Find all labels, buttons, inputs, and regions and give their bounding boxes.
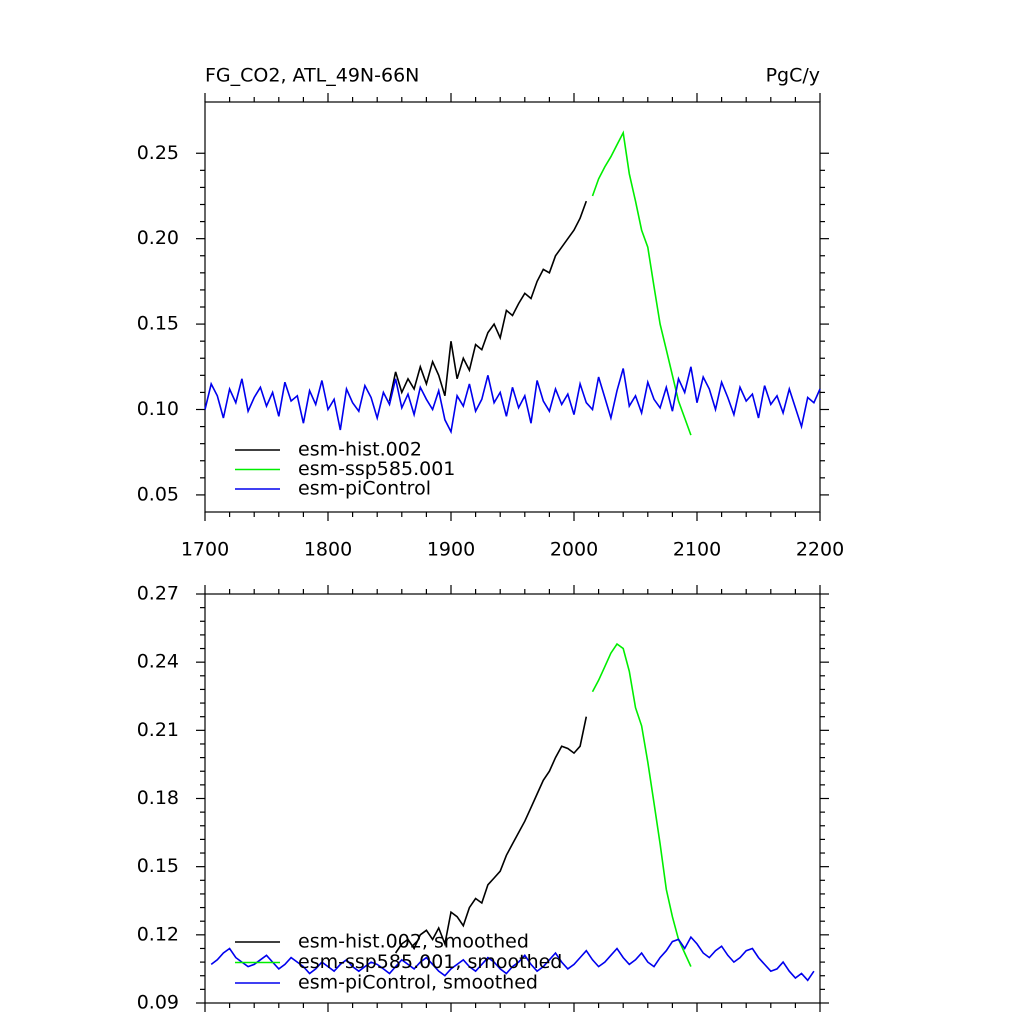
y-tick-label: 0.18 [137,787,179,809]
x-tick-label: 2000 [550,539,598,561]
y-tick-label: 0.10 [137,398,179,420]
legend-label: esm-piControl [298,478,431,500]
x-tick-label: 2100 [673,539,721,561]
data-line [204,366,821,435]
chart-title: FG_CO2, ATL_49N-66N [205,65,419,87]
y-tick-label: 0.25 [137,142,179,164]
legend-label: esm-hist.002 [298,439,422,461]
legend-label: esm-ssp585.001, smoothed [298,951,562,973]
y-tick-label: 0.15 [137,313,179,335]
data-line [210,935,815,982]
data-line [388,200,588,402]
y-tick-label: 0.15 [137,855,179,877]
x-tick-label: 1700 [181,539,229,561]
legend-label: esm-ssp585.001 [298,458,455,480]
y-tick-label: 0.24 [137,651,179,673]
y-tick-label: 0.12 [137,923,179,945]
data-line [394,716,588,954]
y-tick-label: 0.09 [137,992,179,1014]
y-tick-label: 0.20 [137,227,179,249]
x-tick-label: 1900 [427,539,475,561]
units-label: PgC/y [766,65,820,87]
x-tick-label: 1800 [304,539,352,561]
y-tick-label: 0.21 [137,719,179,741]
x-tick-label: 2200 [796,539,844,561]
legend-label: esm-piControl, smoothed [298,972,538,994]
data-line [591,130,692,436]
y-tick-label: 0.27 [137,583,179,605]
legend-label: esm-hist.002, smoothed [298,931,529,953]
data-line [591,642,692,967]
y-tick-label: 0.05 [137,483,179,505]
